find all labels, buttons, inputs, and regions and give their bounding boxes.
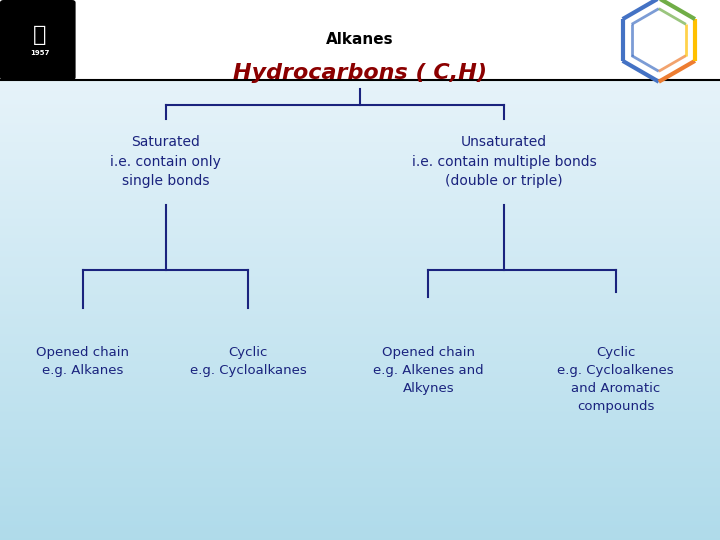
- Text: Saturated
i.e. contain only
single bonds: Saturated i.e. contain only single bonds: [110, 136, 221, 188]
- Text: Hydrocarbons ( C,H): Hydrocarbons ( C,H): [233, 63, 487, 83]
- FancyBboxPatch shape: [0, 0, 720, 80]
- Text: Opened chain
e.g. Alkanes: Opened chain e.g. Alkanes: [36, 346, 130, 376]
- Text: Alkanes: Alkanes: [326, 32, 394, 48]
- Text: 1957: 1957: [30, 50, 49, 57]
- Text: 🌴: 🌴: [33, 24, 46, 45]
- Text: Unsaturated
i.e. contain multiple bonds
(double or triple): Unsaturated i.e. contain multiple bonds …: [412, 136, 596, 188]
- FancyBboxPatch shape: [0, 0, 76, 80]
- Text: Opened chain
e.g. Alkenes and
Alkynes: Opened chain e.g. Alkenes and Alkynes: [373, 346, 484, 395]
- Text: Cyclic
e.g. Cycloalkenes
and Aromatic
compounds: Cyclic e.g. Cycloalkenes and Aromatic co…: [557, 346, 674, 413]
- Text: Cyclic
e.g. Cycloalkanes: Cyclic e.g. Cycloalkanes: [190, 346, 307, 376]
